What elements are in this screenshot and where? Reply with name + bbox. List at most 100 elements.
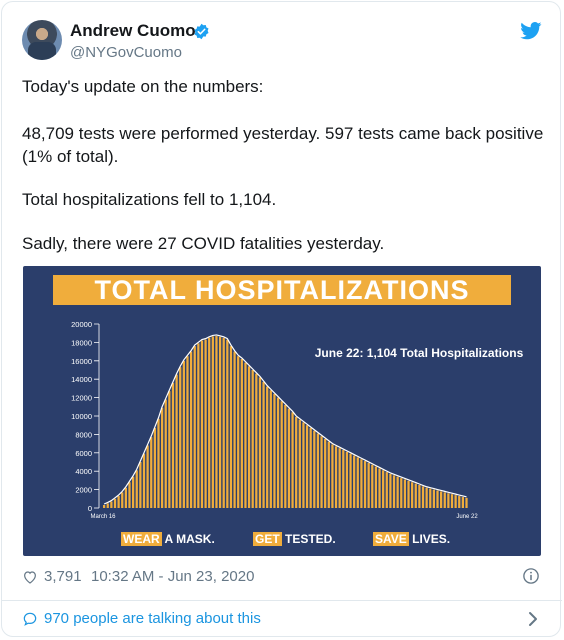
x-tick-label: June 22 <box>456 514 478 520</box>
chart-bar <box>414 483 417 508</box>
chart-bar <box>450 494 454 508</box>
chart-bar <box>403 479 407 508</box>
slogan-highlight: SAVE <box>373 532 409 546</box>
chart-bar <box>436 490 439 508</box>
chart-bar <box>378 468 381 508</box>
chart-annotation: June 22: 1,104 Total Hospitalizations <box>315 346 524 360</box>
chart-bar <box>226 339 229 508</box>
chart-bar <box>324 439 327 508</box>
chart-bar <box>211 336 214 508</box>
chart-bar <box>233 351 236 508</box>
info-icon[interactable] <box>522 567 540 585</box>
heart-icon[interactable] <box>22 569 38 585</box>
x-tick-label: March 16 <box>90 514 116 520</box>
chart-bar <box>204 339 207 508</box>
tweet-text-line: (1% of total). <box>22 147 119 166</box>
chart-bar <box>458 496 461 508</box>
chart-bar <box>295 416 298 508</box>
chart-bar <box>411 482 414 508</box>
chart-bar <box>273 393 276 508</box>
chart-bar <box>193 346 196 508</box>
slogan-text: A MASK. <box>161 532 215 546</box>
chart-bar <box>367 462 370 508</box>
slogan-text: TESTED. <box>281 532 336 546</box>
chart-bar <box>189 351 193 508</box>
chart-bar <box>222 337 225 508</box>
chart-bar <box>121 492 124 508</box>
slogan-save-lives: SAVE LIVES. <box>373 532 450 548</box>
chart-bar <box>461 496 464 508</box>
tweet-timestamp[interactable]: 10:32 AM - Jun 23, 2020 <box>91 568 255 585</box>
chart-bar <box>103 505 106 508</box>
avatar[interactable] <box>22 20 62 60</box>
chart-bar <box>113 498 117 508</box>
chart-bar <box>407 480 410 508</box>
trend-line <box>103 334 467 505</box>
author-handle[interactable]: @NYGovCuomo <box>70 44 182 61</box>
talking-about-link[interactable]: 970 people are talking about this <box>44 610 261 627</box>
chart-bar <box>429 488 432 508</box>
hospitalizations-chart: June 22: 1,104 Total Hospitalizations 0 2… <box>71 320 524 520</box>
chart-bar <box>360 459 363 508</box>
chart-bar <box>131 476 135 508</box>
divider <box>2 600 562 601</box>
chart-bar <box>385 472 388 508</box>
chart-bar <box>447 493 450 508</box>
chart-bar <box>440 491 443 508</box>
chart-bar <box>197 343 200 508</box>
chart-bar <box>150 437 153 508</box>
chart-bar <box>284 404 287 508</box>
chart-bar <box>287 408 291 508</box>
chevron-right-icon[interactable] <box>526 611 540 627</box>
chart-bar <box>363 461 367 508</box>
chart-bar <box>432 489 436 508</box>
chart-bar <box>171 382 175 508</box>
author-name[interactable]: Andrew Cuomo <box>70 21 196 40</box>
chart-bar <box>182 360 185 508</box>
y-tick-label: 2000 <box>75 486 92 495</box>
image-title: TOTAL HOSPITALIZATIONS <box>94 275 470 305</box>
chart-bar <box>320 436 323 508</box>
chart-bar <box>345 451 349 508</box>
tweet-text-line: Total hospitalizations fell to 1,104. <box>22 190 277 209</box>
chart-bar <box>396 476 399 508</box>
chart-bar <box>421 486 425 508</box>
chart-bar <box>425 487 428 508</box>
chart-bar <box>266 386 269 508</box>
y-tick-label: 14000 <box>71 375 92 384</box>
chart-bar <box>240 358 243 508</box>
speech-bubble-icon[interactable] <box>22 611 38 627</box>
chart-bar <box>244 362 247 508</box>
chart-bar <box>247 366 251 508</box>
chart-bar <box>229 346 233 508</box>
y-tick-label: 0 <box>88 504 92 513</box>
chart-bar <box>280 401 283 508</box>
chart-bar <box>164 399 167 508</box>
chart-bar <box>418 485 421 508</box>
chart-bar <box>302 422 305 508</box>
twitter-bird-icon[interactable] <box>520 22 542 40</box>
chart-bar <box>305 425 309 508</box>
y-tick-label: 12000 <box>71 394 92 403</box>
y-tick-label: 8000 <box>75 430 92 439</box>
chart-bar <box>327 441 330 508</box>
chart-bar <box>258 377 262 508</box>
slogan-highlight: GET <box>253 532 282 546</box>
chart-bar <box>135 470 138 508</box>
chart-bar <box>334 446 338 508</box>
chart-bar <box>200 340 204 508</box>
chart-bar <box>374 466 378 508</box>
tweet-image[interactable]: TOTAL HOSPITALIZATIONS June 22: 1,104 To… <box>23 266 541 556</box>
y-tick-label: 10000 <box>71 412 92 421</box>
tweet-text-line: 48,709 tests were performed yesterday. 5… <box>22 124 544 143</box>
chart-bar <box>356 457 359 508</box>
chart-bar <box>251 370 254 508</box>
chart-bar <box>353 455 356 508</box>
chart-bar <box>342 450 345 508</box>
chart-bar <box>179 367 182 508</box>
like-count[interactable]: 3,791 <box>44 568 82 585</box>
chart-bar <box>208 337 211 508</box>
chart-bar <box>443 492 446 508</box>
slogan-wear-mask: WEAR A MASK. <box>121 532 215 548</box>
chart-bar <box>175 374 178 508</box>
